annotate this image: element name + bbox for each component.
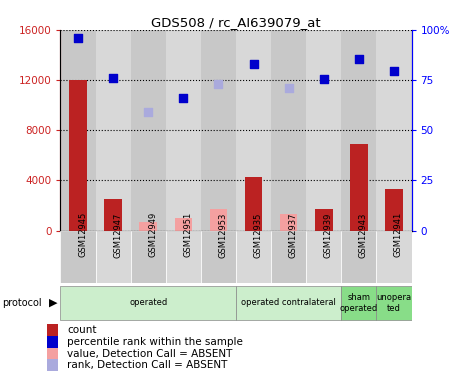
- Bar: [377, 286, 412, 320]
- Bar: [95, 30, 131, 231]
- Bar: [385, 189, 403, 231]
- Point: [390, 68, 398, 74]
- Bar: [236, 231, 271, 283]
- Point: [74, 34, 82, 40]
- Text: GSM12935: GSM12935: [253, 212, 263, 258]
- Bar: [341, 286, 377, 320]
- Text: GSM12951: GSM12951: [183, 212, 193, 258]
- Bar: [271, 231, 306, 283]
- Text: operated contralateral: operated contralateral: [241, 298, 336, 307]
- Text: GSM12939: GSM12939: [324, 212, 333, 258]
- Bar: [60, 231, 95, 283]
- Bar: [140, 222, 157, 231]
- Point: [355, 56, 363, 62]
- Point: [179, 95, 187, 101]
- Point: [250, 61, 257, 67]
- Point: [145, 108, 152, 114]
- Bar: [46, 324, 58, 336]
- Text: GSM12943: GSM12943: [359, 212, 368, 258]
- Bar: [210, 209, 227, 231]
- Text: GSM12937: GSM12937: [289, 212, 298, 258]
- Text: GSM12949: GSM12949: [148, 212, 157, 258]
- Point: [320, 76, 327, 82]
- Bar: [104, 199, 122, 231]
- Bar: [46, 336, 58, 348]
- Bar: [166, 231, 201, 283]
- Bar: [201, 30, 236, 231]
- Text: ▶: ▶: [49, 298, 57, 308]
- Point: [215, 81, 222, 87]
- Text: GSM12941: GSM12941: [394, 212, 403, 258]
- Bar: [341, 231, 377, 283]
- Bar: [131, 231, 166, 283]
- Text: GSM12945: GSM12945: [78, 212, 87, 258]
- Bar: [306, 30, 341, 231]
- Bar: [377, 231, 412, 283]
- Text: percentile rank within the sample: percentile rank within the sample: [67, 337, 243, 347]
- Text: protocol: protocol: [2, 298, 42, 308]
- Bar: [174, 218, 192, 231]
- Text: sham
operated: sham operated: [340, 293, 378, 312]
- Bar: [201, 231, 236, 283]
- Point: [109, 75, 117, 81]
- Text: value, Detection Call = ABSENT: value, Detection Call = ABSENT: [67, 349, 232, 358]
- Bar: [350, 144, 368, 231]
- Bar: [46, 359, 58, 372]
- Bar: [131, 30, 166, 231]
- Bar: [306, 231, 341, 283]
- Bar: [60, 30, 95, 231]
- Bar: [236, 286, 341, 320]
- Text: unopera
ted: unopera ted: [376, 293, 412, 312]
- Text: count: count: [67, 325, 96, 335]
- Point: [285, 85, 292, 91]
- Title: GDS508 / rc_AI639079_at: GDS508 / rc_AI639079_at: [151, 16, 321, 29]
- Text: operated: operated: [129, 298, 167, 307]
- Text: GSM12947: GSM12947: [113, 212, 122, 258]
- Bar: [96, 231, 131, 283]
- Bar: [46, 348, 58, 360]
- Bar: [280, 214, 298, 231]
- Bar: [341, 30, 377, 231]
- Bar: [60, 286, 236, 320]
- Bar: [271, 30, 306, 231]
- Text: GSM12953: GSM12953: [219, 212, 227, 258]
- Bar: [236, 30, 271, 231]
- Bar: [166, 30, 201, 231]
- Text: rank, Detection Call = ABSENT: rank, Detection Call = ABSENT: [67, 360, 227, 370]
- Bar: [376, 30, 412, 231]
- Bar: [69, 80, 87, 231]
- Bar: [245, 177, 262, 231]
- Bar: [315, 209, 332, 231]
